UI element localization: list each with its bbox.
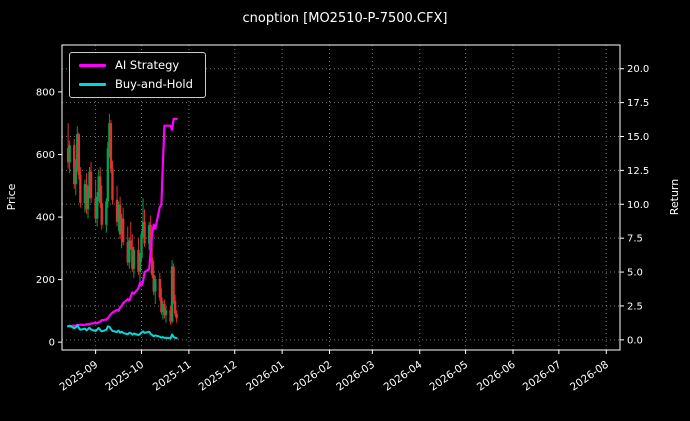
svg-text:2.5: 2.5 bbox=[627, 301, 643, 312]
right-axis-label: Return bbox=[668, 179, 681, 216]
svg-text:600: 600 bbox=[36, 150, 55, 161]
svg-text:200: 200 bbox=[36, 275, 55, 286]
svg-text:800: 800 bbox=[36, 87, 55, 98]
legend-label: AI Strategy bbox=[115, 58, 180, 72]
svg-text:2025-10: 2025-10 bbox=[103, 359, 146, 394]
ai-strategy-line-swatch bbox=[79, 64, 106, 68]
svg-text:2026-05: 2026-05 bbox=[427, 359, 470, 394]
svg-text:5.0: 5.0 bbox=[627, 268, 643, 279]
svg-text:20.0: 20.0 bbox=[627, 64, 649, 75]
svg-text:0: 0 bbox=[49, 338, 55, 349]
svg-text:2026-07: 2026-07 bbox=[521, 359, 564, 394]
svg-text:2026-02: 2026-02 bbox=[291, 359, 334, 394]
svg-text:2025-09: 2025-09 bbox=[58, 359, 101, 394]
buy-and-hold-line-swatch bbox=[79, 82, 106, 86]
svg-text:2025-11: 2025-11 bbox=[151, 359, 194, 394]
svg-text:2026-04: 2026-04 bbox=[382, 358, 425, 393]
svg-text:2026-08: 2026-08 bbox=[568, 359, 611, 394]
svg-text:2026-06: 2026-06 bbox=[475, 358, 518, 393]
legend-item-ai-strategy: AI Strategy bbox=[79, 58, 193, 72]
svg-text:10.0: 10.0 bbox=[627, 200, 649, 211]
svg-text:0.0: 0.0 bbox=[627, 335, 643, 346]
left-axis-label: Price bbox=[5, 183, 18, 210]
legend: AI Strategy Buy-and-Hold bbox=[69, 52, 206, 98]
svg-text:2025-12: 2025-12 bbox=[197, 359, 240, 394]
legend-item-buy-and-hold: Buy-and-Hold bbox=[79, 76, 193, 91]
svg-text:2026-03: 2026-03 bbox=[334, 359, 377, 394]
legend-label: Buy-and-Hold bbox=[115, 76, 193, 91]
svg-text:7.5: 7.5 bbox=[627, 234, 643, 245]
svg-text:17.5: 17.5 bbox=[627, 98, 649, 109]
candles-layer bbox=[66, 113, 178, 325]
chart-title: cnoption [MO2510-P-7500.CFX] bbox=[243, 11, 448, 26]
svg-text:15.0: 15.0 bbox=[627, 132, 649, 143]
svg-text:2026-01: 2026-01 bbox=[244, 359, 287, 394]
svg-text:12.5: 12.5 bbox=[627, 166, 649, 177]
svg-text:400: 400 bbox=[36, 213, 55, 224]
lines-layer bbox=[66, 117, 178, 340]
